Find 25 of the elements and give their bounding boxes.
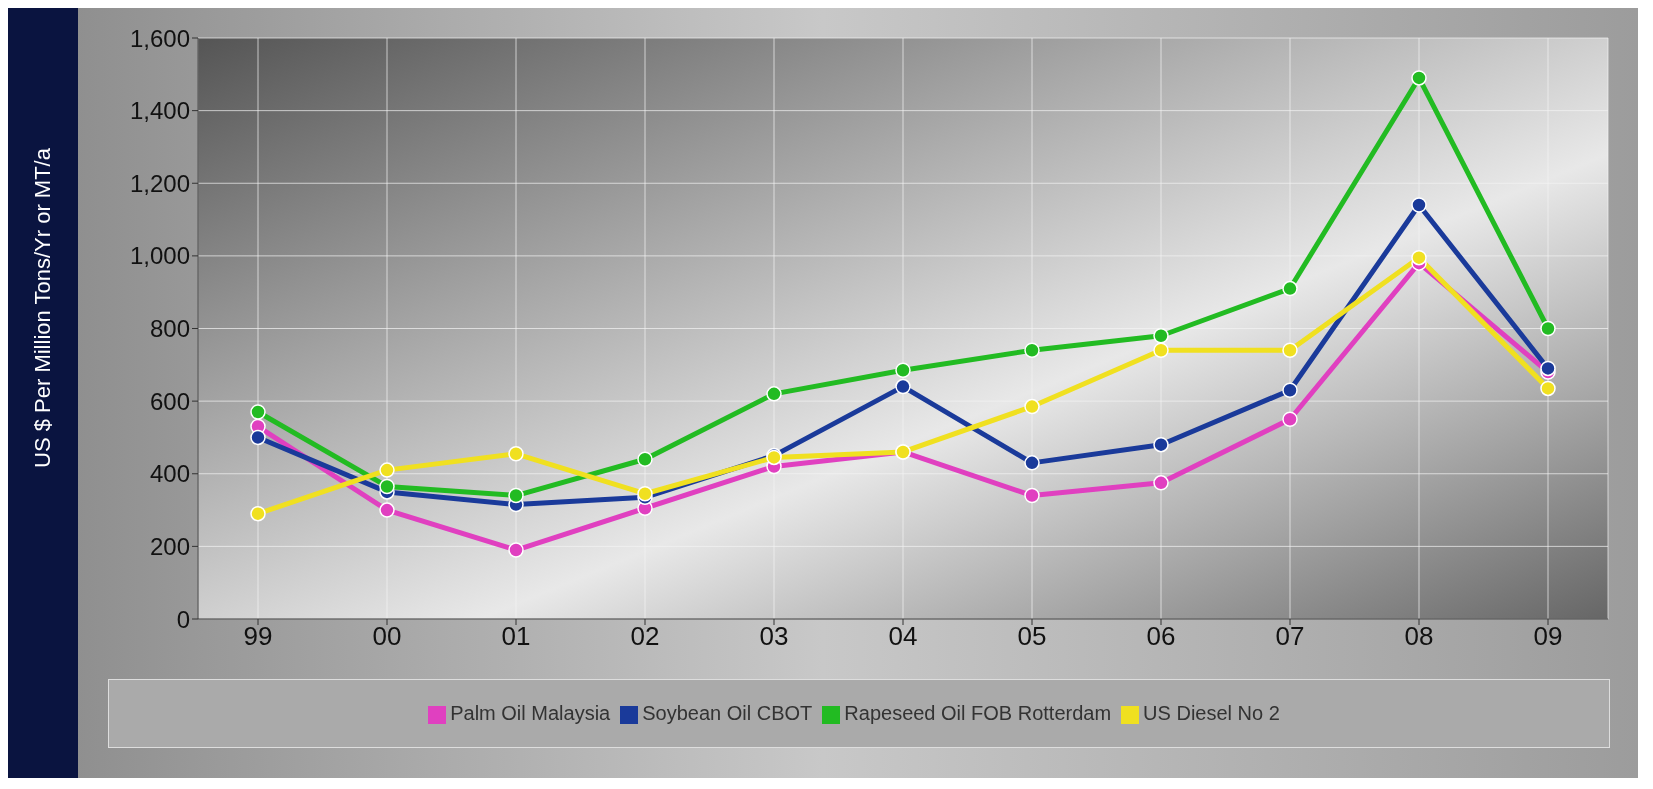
x-tick-label: 02: [630, 621, 660, 652]
y-tick-label: 400: [149, 460, 190, 488]
x-tick-label: 03: [759, 621, 789, 652]
legend-label: Palm Oil Malaysia: [450, 702, 611, 724]
x-tick-label: 00: [372, 621, 402, 652]
y-tick-label: 1,600: [129, 24, 190, 52]
y-tick-label: 1,400: [129, 97, 190, 125]
y-axis-title: US $ Per Million Tons/Yr or MT/a: [30, 148, 56, 468]
x-tick-label: 04: [888, 621, 918, 652]
legend-label: US Diesel No 2: [1143, 702, 1280, 724]
x-tick-label: 05: [1017, 621, 1047, 652]
x-tick-label: 08: [1404, 621, 1434, 652]
x-tick-label: 07: [1275, 621, 1305, 652]
y-tick-label: 1,200: [129, 169, 190, 197]
x-tick-label: 09: [1533, 621, 1563, 652]
y-tick-label: 800: [149, 315, 190, 343]
y-tick-label: 200: [149, 532, 190, 560]
y-tick-label: 0: [176, 605, 190, 633]
y-tick-label: 1,000: [129, 242, 190, 270]
legend-label: Rapeseed Oil FOB Rotterdam: [844, 702, 1112, 724]
x-tick-label: 99: [243, 621, 273, 652]
y-tick-label: 600: [149, 387, 190, 415]
x-tick-label: 06: [1146, 621, 1176, 652]
legend-label: Soybean Oil CBOT: [642, 702, 813, 724]
x-tick-label: 01: [501, 621, 531, 652]
